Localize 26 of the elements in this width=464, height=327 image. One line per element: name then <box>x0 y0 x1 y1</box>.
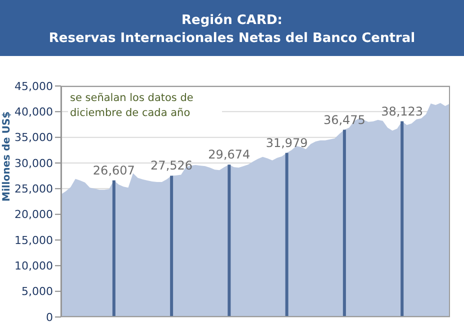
text: 36,475 <box>323 112 366 127</box>
text: 27,526 <box>150 158 193 173</box>
y-tick-label: 10,000 <box>14 260 53 273</box>
annotation: se señalan los datos de diciembre de cada año <box>68 90 222 122</box>
y-tick-label: 5,000 <box>22 285 53 298</box>
y-tick-label: 40,000 <box>14 106 53 119</box>
text: 31,979 <box>266 136 308 150</box>
chart-subtitle: Reservas Internacionales Netas del Banco Central <box>48 30 416 48</box>
bar <box>228 164 231 317</box>
bar <box>400 121 404 317</box>
text: 29,674 <box>208 148 250 162</box>
bar <box>170 176 174 317</box>
chart-title: Región CARD: <box>180 12 284 30</box>
y-tick-label: 45,000 <box>14 80 53 93</box>
bar <box>342 130 346 317</box>
y-tick-label: 15,000 <box>14 234 53 247</box>
bar <box>112 180 116 317</box>
bar <box>285 152 288 317</box>
text: 38,123 <box>381 104 424 118</box>
y-tick-label: 20,000 <box>14 208 53 222</box>
y-tick-label: 0 <box>46 310 53 324</box>
y-axis-title: Millones de US$ <box>2 111 13 202</box>
y-tick-label: 25,000 <box>14 182 53 196</box>
y-tick-label: 35,000 <box>14 131 53 144</box>
y-tick-label: 30,000 <box>14 156 53 170</box>
text: 26,607 <box>92 163 135 178</box>
